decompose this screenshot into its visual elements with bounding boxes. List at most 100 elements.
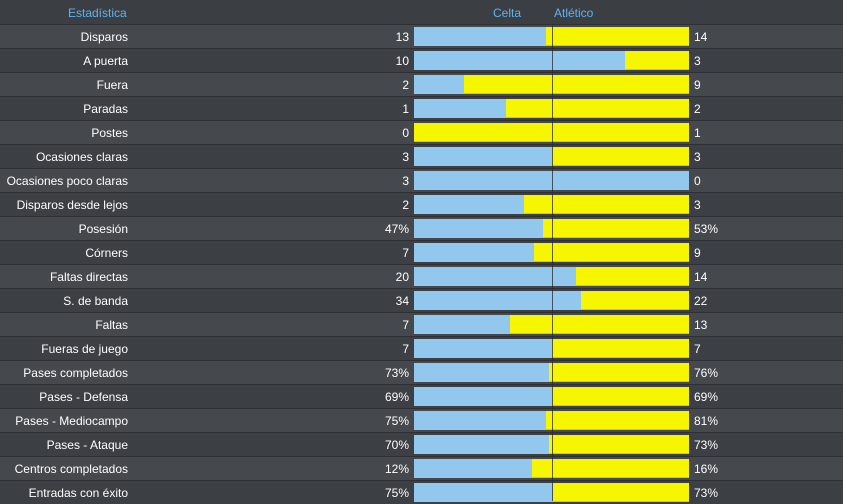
away-value: 73%	[694, 486, 719, 500]
home-share-fill	[414, 171, 689, 190]
comparison-bar	[414, 243, 689, 262]
home-share-fill	[414, 147, 552, 166]
away-value: 1	[694, 126, 701, 140]
away-value: 3	[694, 54, 701, 68]
home-value: 73%	[384, 366, 409, 380]
home-value: 7	[402, 246, 409, 260]
stat-row: Postes 0 1	[0, 120, 843, 144]
home-share-fill	[414, 27, 547, 46]
away-value: 2	[694, 102, 701, 116]
stat-label: Ocasiones poco claras	[6, 174, 128, 188]
stat-label: Pases completados	[23, 366, 128, 380]
stat-label: Faltas directas	[49, 270, 128, 284]
home-value: 7	[402, 342, 409, 356]
home-value: 2	[402, 78, 409, 92]
home-value: 75%	[384, 486, 409, 500]
home-share-fill	[414, 339, 552, 358]
home-share-fill	[414, 315, 511, 334]
home-value: 34	[395, 294, 409, 308]
comparison-bar	[414, 315, 689, 334]
away-value: 73%	[694, 438, 719, 452]
away-value: 3	[694, 150, 701, 164]
stat-row: Ocasiones poco claras 3 0	[0, 168, 843, 192]
home-value: 69%	[384, 390, 409, 404]
away-value: 3	[694, 198, 701, 212]
comparison-bar	[414, 339, 689, 358]
stat-label: S. de banda	[63, 294, 128, 308]
comparison-bar	[414, 459, 689, 478]
away-value: 0	[694, 174, 701, 188]
stat-label: Faltas	[95, 318, 128, 332]
home-share-fill	[414, 387, 552, 406]
stat-row: Ocasiones claras 3 3	[0, 144, 843, 168]
away-value: 53%	[694, 222, 719, 236]
away-value: 69%	[694, 390, 719, 404]
stat-row: Córners 7 9	[0, 240, 843, 264]
home-value: 10	[395, 54, 409, 68]
stat-row: Disparos desde lejos 2 3	[0, 192, 843, 216]
home-share-fill	[414, 267, 576, 286]
stat-row: Entradas con éxito 75% 73%	[0, 480, 843, 504]
stat-column-header: Estadística	[68, 6, 127, 20]
stat-row: A puerta 10 3	[0, 48, 843, 72]
stat-row: Pases - Defensa 69% 69%	[0, 384, 843, 408]
away-value: 9	[694, 246, 701, 260]
home-value: 13	[395, 30, 409, 44]
stat-row: Centros completados 12% 16%	[0, 456, 843, 480]
home-value: 7	[402, 318, 409, 332]
stat-label: Disparos desde lejos	[16, 198, 128, 212]
stat-row: Fueras de juego 7 7	[0, 336, 843, 360]
stat-row: Pases - Mediocampo 75% 81%	[0, 408, 843, 432]
home-share-fill	[414, 195, 524, 214]
stat-label: Posesión	[78, 222, 128, 236]
stat-label: Pases - Mediocampo	[15, 414, 128, 428]
comparison-bar	[414, 147, 689, 166]
comparison-bar	[414, 435, 689, 454]
stat-label: Fueras de juego	[41, 342, 128, 356]
comparison-bar	[414, 99, 689, 118]
stat-label: Córners	[85, 246, 128, 260]
stat-label: Pases - Defensa	[39, 390, 128, 404]
home-value: 3	[402, 174, 409, 188]
comparison-bar	[414, 75, 689, 94]
away-value: 14	[694, 270, 708, 284]
away-value: 9	[694, 78, 701, 92]
home-share-fill	[414, 459, 532, 478]
home-value: 70%	[384, 438, 409, 452]
home-share-fill	[414, 363, 549, 382]
stat-label: Postes	[91, 126, 128, 140]
comparison-bar	[414, 123, 689, 142]
home-share-fill	[414, 75, 465, 94]
away-value: 7	[694, 342, 701, 356]
stat-label: Pases - Ataque	[46, 438, 128, 452]
comparison-bar	[414, 483, 689, 502]
home-share-fill	[414, 99, 506, 118]
home-share-fill	[414, 483, 554, 502]
home-share-fill	[414, 291, 581, 310]
stats-table: Disparos 13 14 A puerta 10 3 Fuera 2 9 Paradas 1 2 P…	[0, 24, 843, 504]
stat-label: Fuera	[96, 78, 128, 92]
stat-row: Posesión 47% 53%	[0, 216, 843, 240]
stat-label: Centros completados	[14, 462, 128, 476]
comparison-bar	[414, 291, 689, 310]
home-team-name: Celta	[493, 6, 522, 20]
stat-label: Paradas	[83, 102, 128, 116]
away-value: 13	[694, 318, 708, 332]
home-value: 3	[402, 150, 409, 164]
comparison-bar	[414, 27, 689, 46]
stat-label: Disparos	[80, 30, 128, 44]
home-value: 0	[402, 126, 409, 140]
home-value: 2	[402, 198, 409, 212]
away-value: 14	[694, 30, 708, 44]
away-value: 76%	[694, 366, 719, 380]
home-share-fill	[414, 219, 544, 238]
home-value: 75%	[384, 414, 409, 428]
stat-row: Fuera 2 9	[0, 72, 843, 96]
stat-row: Faltas 7 13	[0, 312, 843, 336]
comparison-bar	[414, 219, 689, 238]
stat-row: Disparos 13 14	[0, 24, 843, 48]
stat-row: Paradas 1 2	[0, 96, 843, 120]
stat-label: Ocasiones claras	[35, 150, 128, 164]
away-value: 81%	[694, 414, 719, 428]
stat-row: S. de banda 34 22	[0, 288, 843, 312]
